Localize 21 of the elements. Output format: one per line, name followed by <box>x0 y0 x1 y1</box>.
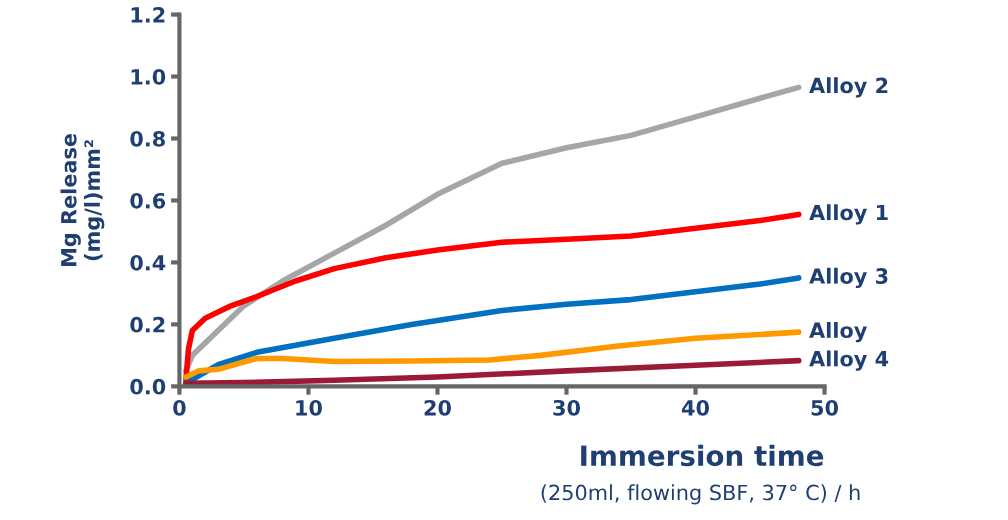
y-tick-label: 1.0 <box>131 68 166 85</box>
y-tick-label: 0.8 <box>130 130 165 147</box>
x-tick-label: 30 <box>553 399 580 416</box>
x-tick-label: 10 <box>296 399 322 416</box>
x-tick-label: 50 <box>811 399 839 416</box>
series-label: Alloy 3 <box>809 267 888 289</box>
y-tick-label: 1.2 <box>131 7 165 23</box>
y-tick-label: 0.6 <box>130 192 166 209</box>
series-label: Alloy 4 <box>809 350 889 371</box>
series-label: Alloy 1 <box>809 204 888 225</box>
x-tick-label: 0 <box>173 399 186 416</box>
y-tick-label: 0.2 <box>130 316 165 333</box>
y-tick-label: 0.4 <box>130 254 166 271</box>
y-axis-title: Mg Release (mg/l)mm² <box>60 134 105 267</box>
y-tick-label: 0.0 <box>130 378 166 395</box>
series-label: Alloy <box>809 321 867 343</box>
series-label: Alloy 2 <box>809 77 888 98</box>
x-tick-label: 40 <box>681 399 710 416</box>
text: (250ml, flowing SBF, 37° C) / h <box>541 484 860 505</box>
x-tick-label: 20 <box>424 399 451 416</box>
x-axis-title: Immersion time <box>581 444 824 467</box>
